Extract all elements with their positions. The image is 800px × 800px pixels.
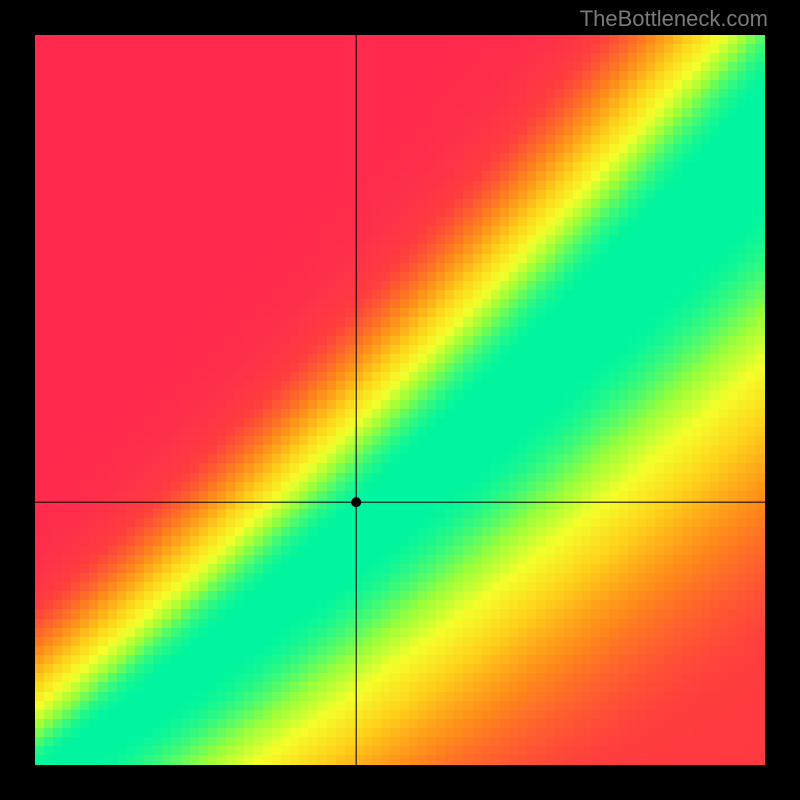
chart-container: TheBottleneck.com xyxy=(0,0,800,800)
heatmap-plot xyxy=(35,35,765,765)
heatmap-canvas xyxy=(35,35,765,765)
watermark-text: TheBottleneck.com xyxy=(580,6,768,32)
